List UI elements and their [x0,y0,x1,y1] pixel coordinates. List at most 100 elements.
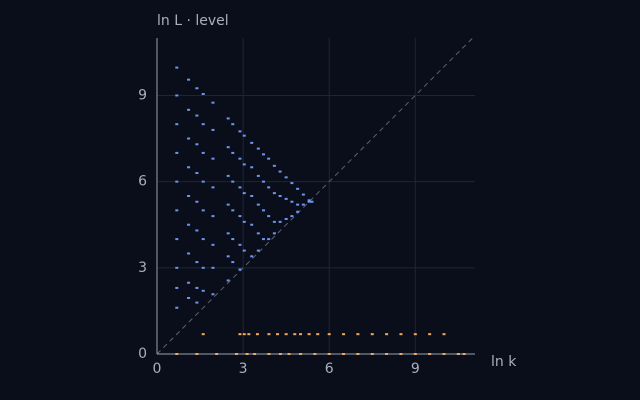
point [299,333,303,336]
point [307,200,311,203]
point [238,130,242,133]
point [238,215,242,218]
point [242,134,246,137]
point [175,209,179,212]
point [284,176,288,179]
point [316,333,320,336]
point [272,220,276,223]
point [307,199,311,202]
point [238,186,242,189]
point [231,123,235,126]
point [272,164,276,167]
point [356,353,360,355]
point [267,353,271,355]
point [187,296,191,299]
point [256,174,260,177]
point [250,223,254,226]
point [261,238,265,241]
point [290,215,294,218]
point [215,353,219,355]
point [187,166,191,169]
point [284,197,288,200]
point [301,193,305,196]
point [187,108,191,111]
point [211,293,215,296]
point [442,333,446,336]
point [226,174,230,177]
point [195,200,199,203]
point [226,232,230,235]
point [296,187,300,190]
point [201,209,205,212]
point [242,220,246,223]
point [242,192,246,195]
point [399,353,403,355]
point [399,333,403,336]
point [226,279,230,282]
point [296,203,300,206]
point [238,268,242,271]
point [256,232,260,235]
point [175,66,179,69]
point [278,195,282,197]
y-tick-label: 9 [138,87,147,103]
point [310,200,314,203]
point [327,333,331,336]
point [284,217,288,220]
point [175,286,179,289]
point [242,249,246,252]
point [231,209,235,212]
point [211,157,215,160]
point [187,223,191,226]
point [356,333,360,336]
point [211,243,215,246]
point [370,353,374,355]
point [256,147,260,150]
point [175,238,179,241]
point [307,333,311,336]
point [195,261,199,264]
point [211,186,215,189]
point [195,286,199,289]
point [195,229,199,232]
point [327,353,331,355]
point [231,151,235,154]
point [242,333,246,336]
point [175,151,179,154]
point [296,210,300,213]
point [231,261,235,264]
point [290,200,294,203]
point [187,281,191,284]
point [195,114,199,117]
point [238,157,242,160]
diagonal-line [156,37,474,355]
point [261,209,265,212]
point [413,333,417,336]
point [235,353,238,355]
point [175,353,179,355]
point [175,123,179,126]
point [201,180,205,183]
point [226,203,230,206]
point [187,137,191,140]
y-tick-label: 0 [138,346,147,362]
point [267,215,271,218]
point [267,238,271,241]
point [256,249,260,252]
point [250,166,254,169]
point [370,333,374,336]
point [201,289,205,292]
point [342,353,346,355]
point [211,266,215,269]
point [242,163,246,166]
point [211,215,215,218]
point [278,170,282,173]
point [313,353,317,355]
point [226,117,230,120]
point [267,186,271,189]
point [253,353,257,355]
point [245,353,249,355]
y-axis-label: ln L · level [157,13,229,29]
point [413,353,417,355]
